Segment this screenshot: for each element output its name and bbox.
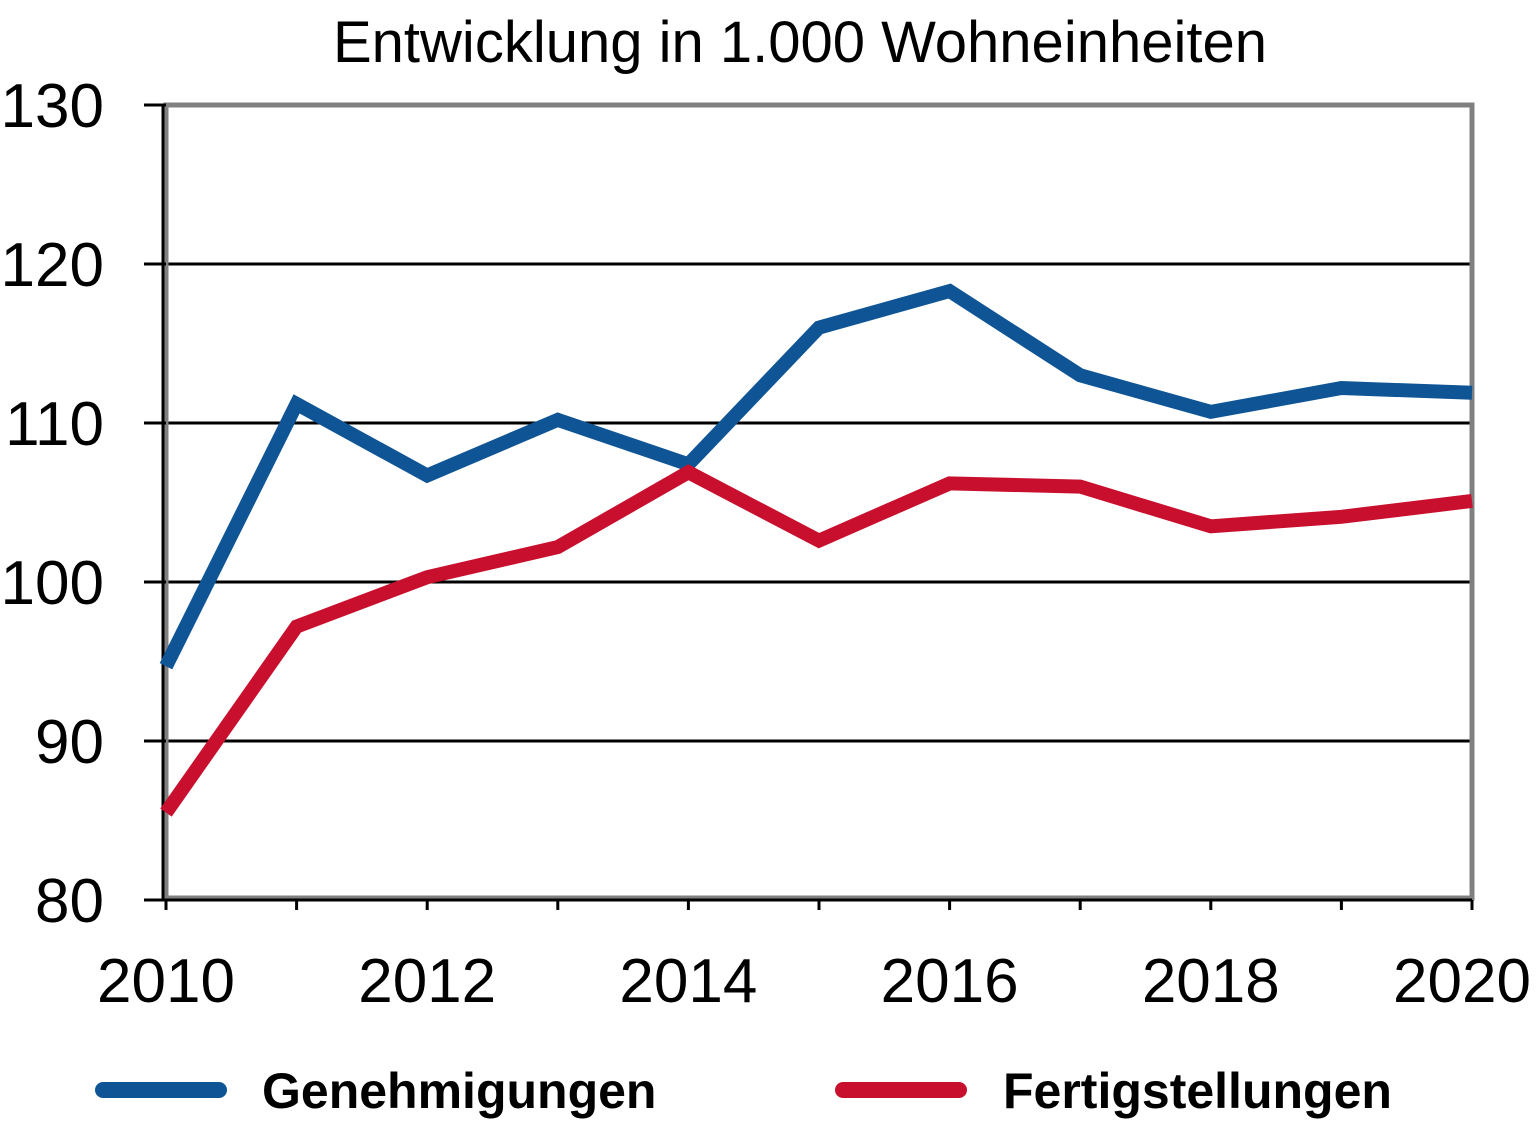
y-tick-label: 100: [1, 549, 104, 618]
y-tick-label: 80: [35, 867, 104, 936]
y-tick-label: 90: [35, 708, 104, 777]
x-tick-label: 2014: [619, 947, 757, 1016]
axes: 80 90 100 110 120 130 2010 2012 2014 2016 2018 2020: [1, 72, 1531, 1016]
legend-label-genehmigungen: Genehmigungen: [262, 1063, 656, 1119]
legend-label-fertigstellungen: Fertigstellungen: [1003, 1063, 1392, 1119]
y-tick-label: 130: [1, 72, 104, 141]
x-tick-label: 2012: [358, 947, 496, 1016]
x-tick-label: 2016: [881, 947, 1019, 1016]
series-line-genehmigungen: [159, 283, 1473, 670]
gridlines: [166, 262, 1472, 743]
series-line-fertigstellungen: [160, 464, 1473, 817]
x-tick-label: 2018: [1142, 947, 1280, 1016]
y-tick-label: 120: [1, 231, 104, 300]
chart-title: Entwicklung in 1.000 Wohneinheiten: [333, 10, 1267, 75]
x-tick-label: 2010: [97, 947, 235, 1016]
plot-area: [163, 102, 1475, 901]
legend: Genehmigungen Fertigstellungen: [95, 1063, 1392, 1119]
series-lines: [159, 283, 1473, 817]
y-tick-label: 110: [5, 390, 104, 459]
x-tick-label: 2020: [1393, 947, 1531, 1016]
